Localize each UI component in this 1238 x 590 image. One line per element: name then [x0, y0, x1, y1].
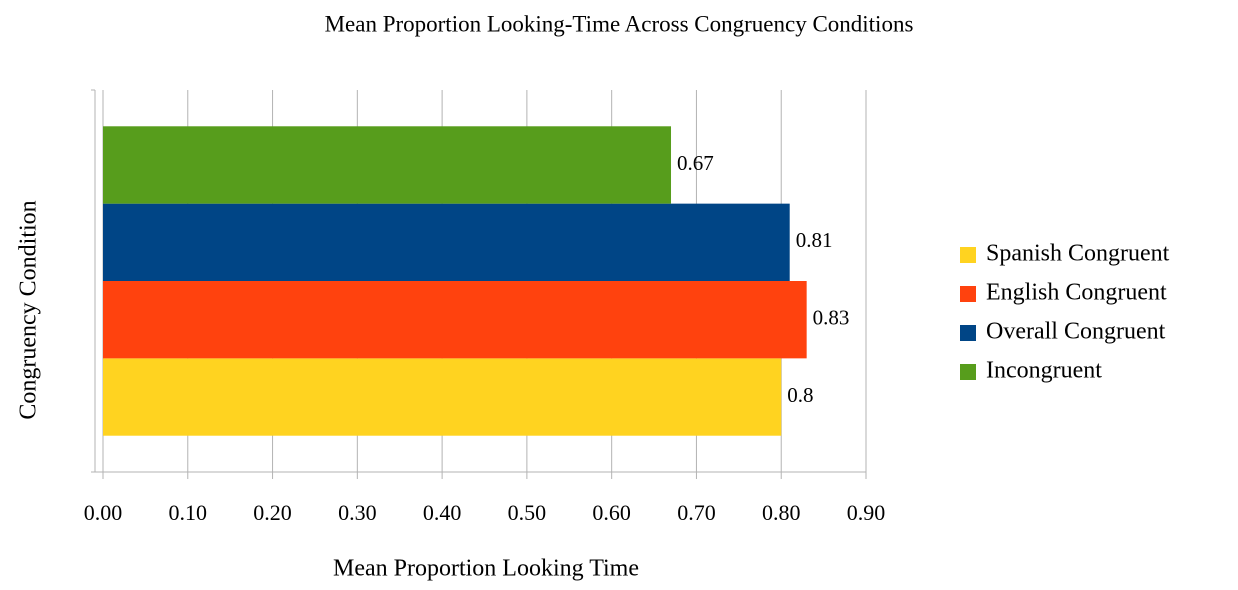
x-tick-label: 0.60	[592, 500, 631, 525]
bar	[103, 203, 790, 281]
x-tick-label: 0.20	[253, 500, 292, 525]
legend-swatch	[960, 325, 976, 341]
x-tick-label: 0.80	[762, 500, 801, 525]
x-tick-label: 0.70	[677, 500, 716, 525]
legend-label: Incongruent	[986, 358, 1102, 384]
data-label: 0.67	[677, 151, 714, 175]
x-tick-label: 0.00	[84, 500, 123, 525]
legend-swatch	[960, 286, 976, 302]
bar	[103, 281, 807, 359]
legend-label: Spanish Congruent	[986, 241, 1170, 267]
x-tick-label: 0.10	[169, 500, 208, 525]
data-label: 0.83	[813, 305, 850, 329]
legend-swatch	[960, 364, 976, 380]
data-label: 0.81	[796, 228, 833, 252]
x-tick-label: 0.30	[338, 500, 377, 525]
legend-label: English Congruent	[986, 280, 1167, 306]
legend-swatch	[960, 247, 976, 263]
y-axis-title: Congruency Condition	[16, 200, 42, 419]
bar	[103, 358, 782, 436]
legend-label: Overall Congruent	[986, 319, 1166, 345]
x-tick-label: 0.50	[508, 500, 547, 525]
chart-title: Mean Proportion Looking-Time Across Cong…	[325, 11, 914, 36]
data-label: 0.8	[787, 383, 813, 407]
x-tick-label: 0.90	[847, 500, 886, 525]
bar	[103, 126, 672, 204]
x-tick-label: 0.40	[423, 500, 462, 525]
x-axis-title: Mean Proportion Looking Time	[333, 556, 639, 582]
